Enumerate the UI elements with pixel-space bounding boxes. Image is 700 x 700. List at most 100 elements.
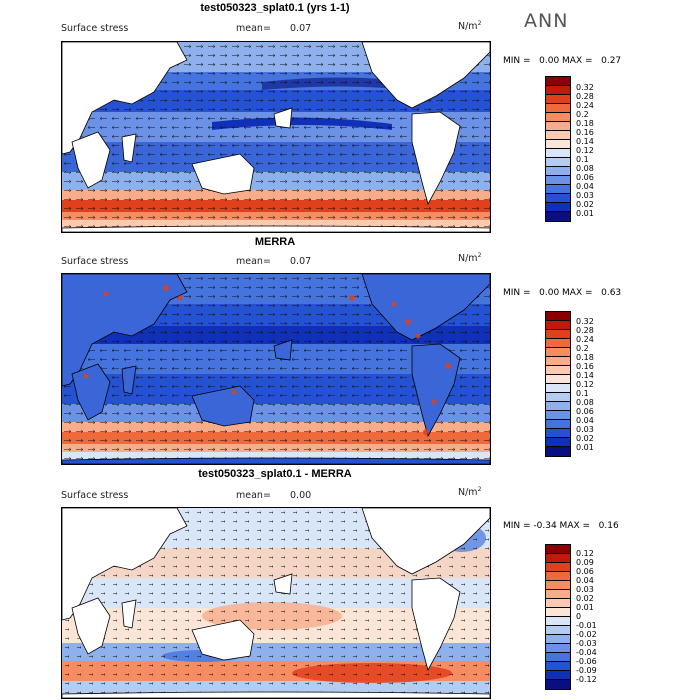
panel-3-units: N/m2 (458, 486, 482, 499)
colorbar-tick: 0.08 (576, 398, 594, 407)
colorbar-cell (546, 599, 570, 608)
colorbar-tick: 0.1 (576, 155, 589, 164)
colorbar-tick: 0.03 (576, 191, 594, 200)
colorbar-tick: 0.08 (576, 164, 594, 173)
panel-3-map (61, 507, 491, 699)
colorbar-cell (546, 402, 570, 411)
colorbar-cell (546, 375, 570, 384)
colorbar-cell (546, 662, 570, 671)
colorbar-tick: 0.14 (576, 137, 594, 146)
panel-3-mean-value: 0.00 (290, 490, 312, 501)
panel-1-colorbar (545, 76, 571, 222)
colorbar-cell (546, 393, 570, 402)
colorbar-cell (546, 149, 570, 158)
colorbar-cell (546, 321, 570, 330)
colorbar-tick: 0.1 (576, 389, 589, 398)
colorbar-cell (546, 104, 570, 113)
colorbar-tick: 0.18 (576, 353, 594, 362)
colorbar-cell (546, 384, 570, 393)
colorbar-cell (546, 131, 570, 140)
colorbar-tick: -0.12 (576, 675, 597, 684)
colorbar-tick: -0.09 (576, 666, 597, 675)
panel-2-title: MERRA (254, 236, 296, 248)
colorbar-tick: 0.16 (576, 362, 594, 371)
colorbar-cell (546, 194, 570, 203)
colorbar-cell (546, 95, 570, 104)
colorbar-tick: 0.06 (576, 567, 594, 576)
colorbar-cell (546, 644, 570, 653)
panel-1-map (61, 41, 491, 233)
colorbar-cell (546, 438, 570, 447)
colorbar-tick: 0.24 (576, 335, 594, 344)
colorbar-tick: 0.01 (576, 603, 594, 612)
colorbar-tick: 0.18 (576, 119, 594, 128)
colorbar-tick: 0.28 (576, 326, 594, 335)
colorbar-tick: 0.02 (576, 594, 594, 603)
colorbar-tick: 0.04 (576, 576, 594, 585)
colorbar-cell (546, 158, 570, 167)
colorbar-tick: 0.2 (576, 344, 589, 353)
colorbar-cell (546, 176, 570, 185)
colorbar-cell (546, 626, 570, 635)
colorbar-tick: -0.06 (576, 657, 597, 666)
colorbar-tick: -0.04 (576, 648, 597, 657)
colorbar-cell (546, 77, 570, 86)
colorbar-tick: 0.32 (576, 83, 594, 92)
panel-3-title: test050323_splat0.1 - MERRA (198, 468, 352, 480)
colorbar-cell (546, 447, 570, 456)
panel-1-variable: Surface stress (61, 23, 129, 34)
colorbar-tick: 0.32 (576, 317, 594, 326)
colorbar-tick: 0 (576, 612, 582, 621)
colorbar-cell (546, 572, 570, 581)
colorbar-tick: 0.02 (576, 200, 594, 209)
colorbar-tick: 0.2 (576, 110, 589, 119)
colorbar-tick: 0.14 (576, 371, 594, 380)
colorbar-cell (546, 617, 570, 626)
colorbar-tick: -0.02 (576, 630, 597, 639)
colorbar-cell (546, 545, 570, 554)
colorbar-tick: 0.06 (576, 407, 594, 416)
season-label: ANN (524, 10, 569, 32)
panel-1-title: test050323_splat0.1 (yrs 1-1) (200, 2, 350, 14)
colorbar-tick: 0.09 (576, 558, 594, 567)
colorbar-cell (546, 330, 570, 339)
panel-2-map (61, 273, 491, 465)
colorbar-cell (546, 420, 570, 429)
colorbar-cell (546, 563, 570, 572)
colorbar-tick: -0.03 (576, 639, 597, 648)
colorbar-tick: 0.12 (576, 380, 594, 389)
colorbar-cell (546, 635, 570, 644)
colorbar-tick: 0.16 (576, 128, 594, 137)
colorbar-tick: 0.06 (576, 173, 594, 182)
colorbar-tick: -0.01 (576, 621, 597, 630)
panel-1-mean-value: 0.07 (290, 23, 312, 34)
colorbar-cell (546, 554, 570, 563)
colorbar-cell (546, 122, 570, 131)
colorbar-cell (546, 590, 570, 599)
panel-2-units: N/m2 (458, 252, 482, 265)
colorbar-cell (546, 429, 570, 438)
colorbar-cell (546, 140, 570, 149)
colorbar-tick: 0.03 (576, 585, 594, 594)
panel-2-mean-label: mean= (236, 256, 271, 267)
colorbar-cell (546, 653, 570, 662)
colorbar-tick: 0.03 (576, 425, 594, 434)
colorbar-cell (546, 113, 570, 122)
colorbar-cell (546, 671, 570, 680)
colorbar-tick: 0.01 (576, 443, 594, 452)
colorbar-cell (546, 366, 570, 375)
colorbar-tick: 0.04 (576, 416, 594, 425)
colorbar-tick: 0.04 (576, 182, 594, 191)
colorbar-cell (546, 357, 570, 366)
colorbar-tick: 0.12 (576, 549, 594, 558)
panel-3-variable: Surface stress (61, 490, 129, 501)
colorbar-cell (546, 348, 570, 357)
colorbar-cell (546, 86, 570, 95)
colorbar-tick: 0.28 (576, 92, 594, 101)
panel-3-colorbar (545, 544, 571, 690)
panel-2-colorbar (545, 311, 571, 457)
panel-2-variable: Surface stress (61, 256, 129, 267)
colorbar-cell (546, 185, 570, 194)
panel-1-mean-label: mean= (236, 23, 271, 34)
colorbar-cell (546, 167, 570, 176)
